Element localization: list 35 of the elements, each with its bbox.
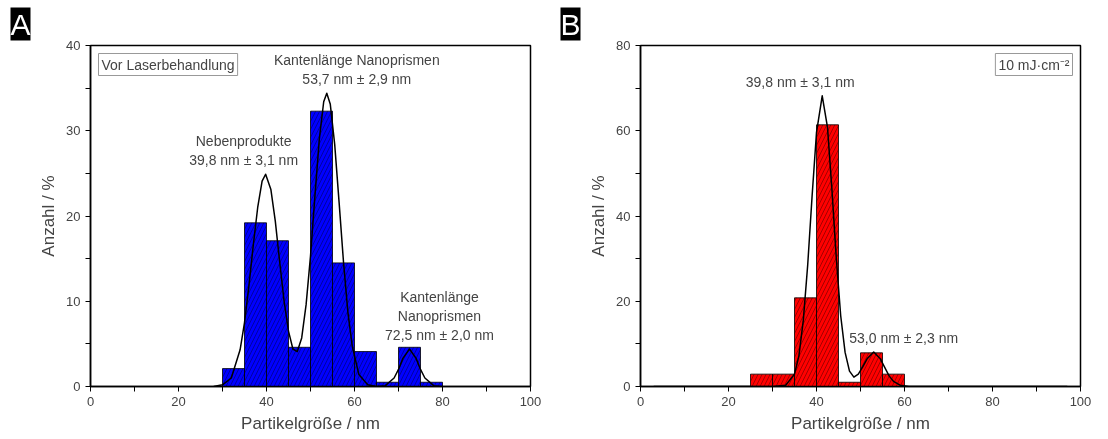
x-axis-title: Partikelgröße / nm [791,413,930,433]
y-tick-label: 20 [66,208,81,224]
y-tick-label: 80 [616,38,631,53]
x-tick-label: 100 [519,393,542,409]
x-tick-label: 40 [259,393,274,409]
x-tick-label: 100 [1069,393,1092,409]
annotation: 39,8 nm ± 3,1 nm [745,73,855,90]
y-tick-label: 10 [66,293,81,309]
y-tick-label: 20 [616,293,631,309]
x-tick-label: 80 [435,393,450,409]
annotation: Kantenlänge Nanoprismen 72,5 nm ± 2,0 nm [385,288,494,343]
x-tick-label: 40 [809,393,824,409]
x-axis-title: Partikelgröße / nm [241,413,380,433]
x-tick-label: 20 [721,393,736,409]
y-tick-label: 30 [66,123,81,139]
y-axis-title: Anzahl / % [589,175,609,257]
chart-title: B [560,7,581,41]
y-axis-title: Anzahl / % [39,175,59,257]
x-tick-label: 60 [897,393,912,409]
annotation: Vor Laserbehandlung [101,56,235,73]
x-tick-label: 0 [86,393,95,409]
x-tick-label: 80 [985,393,1000,409]
y-tick-label: 0 [73,379,81,394]
chart-title: A [10,7,31,41]
annotation: Nebenprodukte 39,8 nm ± 3,1 nm [189,133,299,169]
annotation: Kantenlänge Nanoprismen 53,7 nm ± 2,9 nm [273,52,440,88]
y-tick-label: 0 [623,379,631,394]
y-tick-label: 40 [616,208,631,224]
x-tick-label: 0 [636,393,645,409]
annotation: 10 mJ·cm⁻² [998,56,1070,73]
x-tick-label: 20 [171,393,186,409]
annotation: 53,0 nm ± 2,3 nm [849,329,959,346]
y-tick-label: 40 [66,38,81,53]
y-tick-label: 60 [616,123,631,139]
x-tick-label: 60 [347,393,362,409]
